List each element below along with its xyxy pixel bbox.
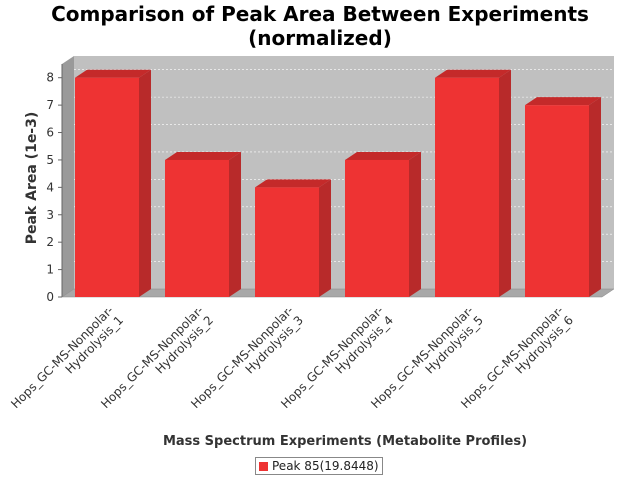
chart-subtitle: (normalized) — [248, 26, 392, 50]
plot-back-wall — [74, 56, 614, 289]
y-tick-label: 6 — [46, 126, 54, 140]
bar — [345, 151, 421, 297]
plot-left-wall — [62, 56, 74, 297]
x-tick-label-line: Hops_GC-MS-Nonpolar- — [8, 303, 116, 411]
y-tick-label: 3 — [46, 208, 54, 222]
chart-title-main: Comparison of Peak Area Between Experime… — [51, 2, 589, 26]
bar-side — [499, 69, 511, 298]
legend: Peak 85(19.8448) — [255, 457, 383, 475]
y-tick-label: 1 — [46, 263, 54, 277]
bar-front — [525, 105, 589, 297]
bar — [525, 97, 601, 297]
y-axis-label: Peak Area (1e-3) — [24, 112, 40, 245]
bar — [75, 69, 151, 298]
y-tick-label: 2 — [46, 235, 54, 249]
bar — [165, 151, 241, 297]
bar-front — [255, 187, 319, 297]
y-tick-label: 7 — [46, 98, 54, 112]
bar-front — [165, 159, 229, 297]
legend-label: Peak 85(19.8448) — [272, 459, 379, 473]
grid-lines — [74, 69, 614, 262]
y-tick-label: 0 — [46, 290, 54, 304]
x-axis-label: Mass Spectrum Experiments (Metabolite Pr… — [163, 434, 527, 449]
bar-side — [409, 151, 421, 297]
bar-front — [345, 159, 409, 297]
bar-front — [435, 77, 499, 298]
bar-side — [589, 97, 601, 297]
x-axis-tick-labels: Hops_GC-MS-Nonpolar-Hydrolysis_1Hops_GC-… — [8, 303, 576, 411]
bar-top — [345, 151, 421, 160]
bar-top — [435, 69, 511, 78]
bar-side — [139, 69, 151, 298]
bar-top — [525, 97, 601, 106]
y-tick-label: 4 — [46, 180, 54, 194]
bar — [435, 69, 511, 298]
bar — [255, 179, 331, 297]
bar-top — [75, 69, 151, 78]
bar-top — [165, 151, 241, 160]
legend-swatch — [259, 461, 268, 471]
chart-title: Comparison of Peak Area Between Experime… — [0, 2, 640, 50]
y-tick-label: 5 — [46, 153, 54, 167]
y-axis: 0 1 2 3 4 5 6 7 8 — [46, 64, 63, 304]
bars — [75, 69, 601, 298]
bar-side — [229, 151, 241, 297]
y-tick-label: 8 — [46, 71, 54, 85]
bar-front — [75, 77, 139, 298]
bar-top — [255, 179, 331, 188]
bar-side — [319, 179, 331, 297]
